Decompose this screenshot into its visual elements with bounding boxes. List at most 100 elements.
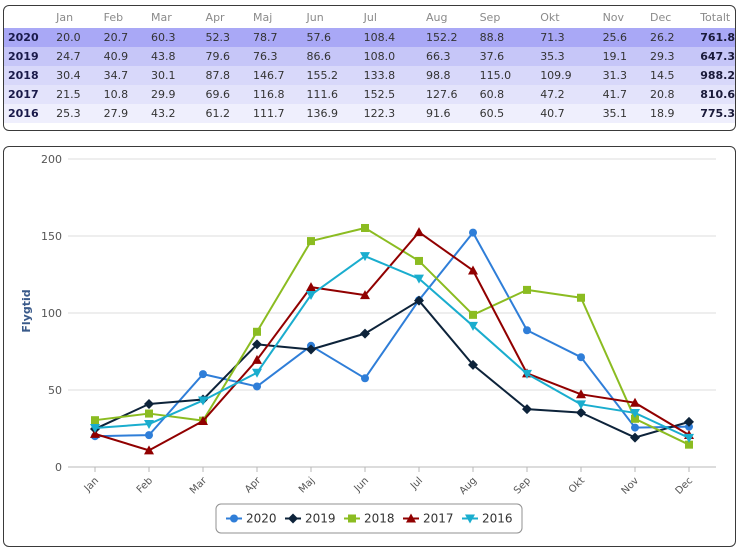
- total-cell: 775.3: [700, 107, 735, 120]
- data-point: [198, 415, 208, 425]
- table-body: 2020 20.0 20.7 60.3 52.3 78.7 57.6 108.4 152.2 88…: [4, 28, 735, 123]
- table-header-row: Jan Feb Mar Apr Maj Jun Jul Aug Sep Okt Nov Dec Tota…: [4, 6, 735, 28]
- value-cell: 34.7: [103, 69, 129, 82]
- value-cell: 116.8: [252, 88, 285, 101]
- legend-marker: [288, 513, 298, 524]
- data-point: [576, 400, 586, 410]
- series-2019: [90, 295, 694, 443]
- data-point: [523, 285, 531, 294]
- header-nov: Nov: [602, 10, 625, 24]
- data-point: [145, 409, 153, 418]
- legend-item-2020[interactable]: 2020: [226, 512, 277, 526]
- value-cell: 69.6: [205, 88, 231, 101]
- legend-item-2016[interactable]: 2016: [462, 512, 513, 526]
- y-tick-label: 100: [41, 307, 62, 320]
- data-point: [631, 414, 639, 423]
- value-cell: 66.3: [426, 50, 451, 63]
- value-cell: 98.8: [426, 69, 451, 82]
- year-cell: 2020: [8, 31, 39, 44]
- data-point: [522, 369, 532, 379]
- value-cell: 30.4: [56, 69, 81, 82]
- value-cell: 43.2: [151, 107, 176, 120]
- value-cell: 71.3: [540, 31, 565, 44]
- x-tick-label: Okt: [567, 475, 587, 495]
- data-point: [576, 389, 586, 399]
- legend-item-2019[interactable]: 2019: [285, 512, 336, 526]
- value-cell: 152.5: [363, 88, 396, 101]
- value-cell: 60.5: [479, 107, 505, 120]
- value-cell: 136.9: [306, 107, 339, 120]
- x-tick-label: Jun: [352, 475, 372, 495]
- header-jun: Jun: [306, 10, 324, 24]
- y-tick-label: 50: [48, 384, 62, 397]
- x-tick-label: Apr: [243, 475, 264, 496]
- x-axis-ticks: Jan Feb Mar Apr Maj Jun Jul Aug Sep Okt Nov Dec: [82, 467, 695, 497]
- data-point: [252, 354, 262, 364]
- value-cell: 26.2: [650, 31, 675, 44]
- header-sep: Sep: [479, 10, 501, 24]
- x-tick-label: Feb: [135, 475, 155, 495]
- data-point: [630, 432, 640, 443]
- series-2016: [90, 252, 694, 443]
- header-maj: Maj: [252, 10, 273, 24]
- header-totalt: Totalt: [700, 10, 731, 24]
- series-line-2020: [94, 231, 690, 438]
- legend-marker: [348, 514, 356, 523]
- legend-item-2018[interactable]: 2018: [344, 512, 395, 526]
- data-point: [415, 256, 423, 265]
- value-cell: 78.7: [252, 31, 278, 44]
- y-axis-label: Flygtid: [20, 289, 33, 332]
- value-cell: 24.7: [56, 50, 81, 63]
- legend-marker: [230, 514, 238, 523]
- value-cell: 25.3: [56, 107, 81, 120]
- x-tick-label: Mar: [188, 475, 210, 497]
- data-point: [630, 408, 640, 418]
- y-axis-ticks: 0 50 100 150 200: [41, 153, 62, 474]
- legend-label: 2018: [364, 512, 395, 526]
- table-row: 2020 20.0 20.7 60.3 52.3 78.7 57.6 108.4 152.2 88…: [4, 28, 735, 47]
- legend-label: 2017: [423, 512, 454, 526]
- data-point: [91, 416, 99, 425]
- value-cell: 25.6: [602, 31, 628, 44]
- data-point: [253, 382, 261, 391]
- flight-time-line-chart: 0 50 100 150 200 Jan Feb Mar Apr Maj Jun Jul Aug Sep…: [20, 153, 716, 534]
- flight-time-chart-panel: 0 50 100 150 200 Jan Feb Mar Apr Maj Jun Jul Aug Sep…: [3, 146, 736, 547]
- data-point: [468, 359, 478, 370]
- gridlines: [68, 158, 716, 468]
- data-point: [144, 399, 154, 410]
- data-point: [145, 431, 153, 440]
- total-cell: 810.6: [700, 88, 735, 101]
- data-point: [361, 374, 369, 383]
- value-cell: 109.9: [540, 69, 572, 82]
- x-tick-label: Jan: [82, 475, 101, 494]
- series-lines: [90, 223, 694, 455]
- header-okt: Okt: [540, 10, 560, 24]
- data-point: [252, 339, 262, 350]
- value-cell: 20.7: [103, 31, 129, 44]
- value-cell: 21.5: [56, 88, 81, 101]
- table-row: 2017 21.5 10.8 29.9 69.6 116.8 111.6 152.5 127.6…: [4, 85, 735, 104]
- year-cell: 2016: [8, 107, 39, 120]
- legend[interactable]: 2020 2019 2018 2017 2016: [215, 503, 523, 534]
- data-point: [144, 445, 154, 455]
- value-cell: 52.3: [205, 31, 231, 44]
- value-cell: 41.7: [602, 88, 628, 101]
- header-mar: Mar: [151, 10, 172, 24]
- legend-label: 2016: [482, 512, 513, 526]
- value-cell: 57.6: [306, 31, 332, 44]
- data-point: [253, 327, 261, 336]
- y-tick-label: 150: [41, 230, 62, 243]
- value-cell: 127.6: [426, 88, 458, 101]
- value-cell: 88.8: [479, 31, 505, 44]
- total-cell: 988.2: [700, 69, 735, 82]
- series-line-2018: [94, 226, 690, 446]
- data-point: [685, 440, 693, 449]
- header-jul: Jul: [363, 10, 377, 24]
- data-point: [468, 321, 478, 331]
- value-cell: 35.3: [540, 50, 565, 63]
- value-cell: 20.0: [56, 31, 81, 44]
- legend-label: 2020: [246, 512, 277, 526]
- value-cell: 152.2: [426, 31, 458, 44]
- legend-item-2017[interactable]: 2017: [403, 512, 454, 526]
- total-cell: 761.8: [700, 31, 735, 44]
